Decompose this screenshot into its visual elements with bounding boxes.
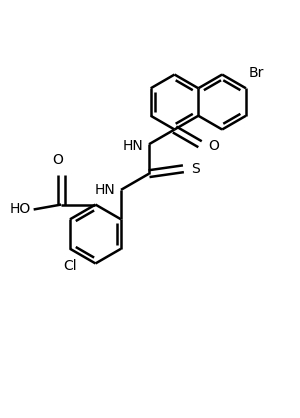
- Text: O: O: [52, 153, 63, 167]
- Text: HN: HN: [122, 139, 143, 153]
- Text: Br: Br: [249, 66, 264, 80]
- Text: Cl: Cl: [63, 259, 77, 273]
- Text: O: O: [208, 139, 219, 153]
- Text: HO: HO: [10, 202, 31, 217]
- Text: S: S: [191, 162, 200, 176]
- Text: HN: HN: [94, 183, 115, 197]
